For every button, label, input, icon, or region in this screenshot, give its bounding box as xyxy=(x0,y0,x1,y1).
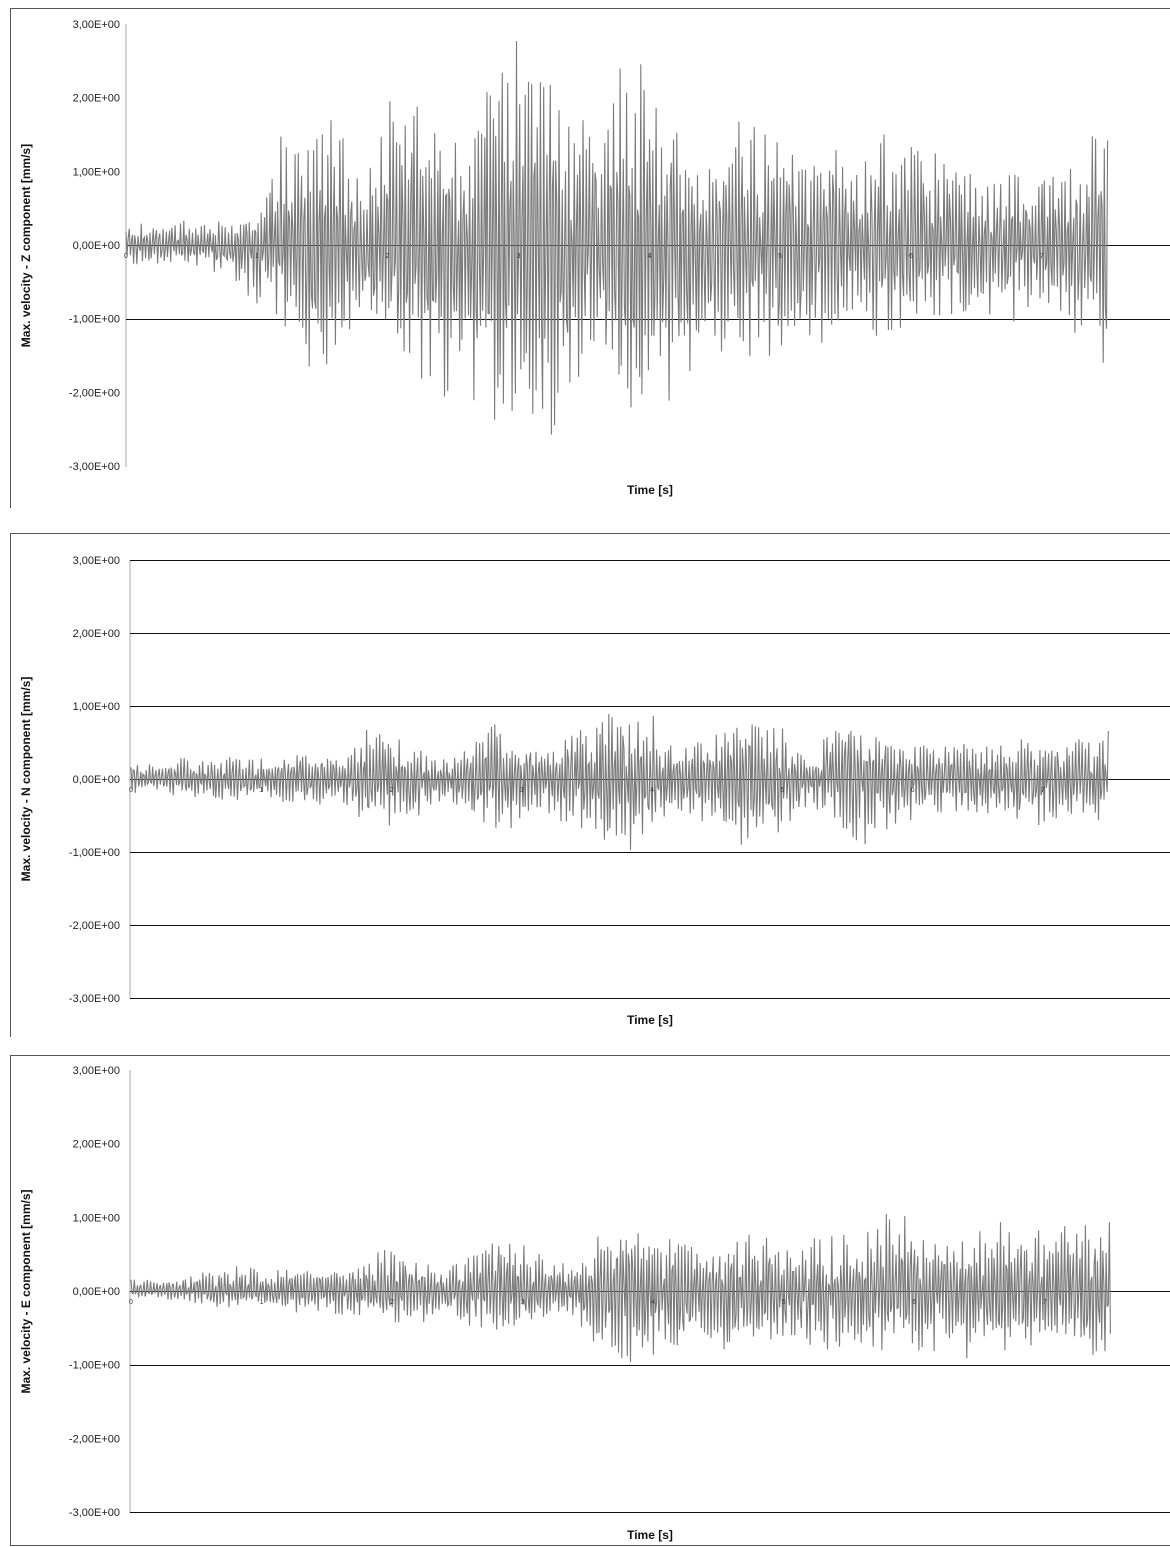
x-tick-label-n: 5 xyxy=(780,787,784,794)
x-tick-label-n: 0 xyxy=(129,787,133,794)
chart-panel-n: 3,00E+00 2,00E+00 1,00E+00 0,00E+00 -1,00E+0… xyxy=(0,525,1170,1037)
y-axis-label-e: Max. velocity - E component [mm/s] xyxy=(19,1189,33,1393)
y-tick-label-z: 2,00E+00 xyxy=(73,93,120,105)
x-tick-label-n: 7 xyxy=(1041,787,1045,794)
chart-frame-e xyxy=(10,1055,1170,1546)
x-tick-label-e: 7 xyxy=(1043,1299,1047,1306)
chart-z-svg: 3,00E+00 2,00E+00 1,00E+00 0,00E+00 -1,00E+0… xyxy=(10,8,1170,508)
y-tick-label-e: -2,00E+00 xyxy=(69,1433,120,1445)
y-tick-label-e: 1,00E+00 xyxy=(73,1212,120,1224)
y-tick-label-z: -3,00E+00 xyxy=(69,461,120,473)
x-tick-label-e: 6 xyxy=(912,1299,916,1306)
chart-frame-n xyxy=(10,533,1170,1037)
x-tick-label-e: 1 xyxy=(260,1299,264,1306)
x-tick-label-e: 2 xyxy=(390,1299,394,1306)
y-tick-label-n: -2,00E+00 xyxy=(69,920,120,932)
x-tick-label-e: 0 xyxy=(129,1299,133,1306)
x-tick-label-n: 6 xyxy=(911,787,915,794)
chart-panel-z: 3,00E+00 2,00E+00 1,00E+00 0,00E+00 -1,00E+0… xyxy=(0,0,1170,508)
x-tick-label-n: 3 xyxy=(520,787,524,794)
x-tick-label-z: 5 xyxy=(778,253,782,260)
x-tick-label-e: 3 xyxy=(521,1299,525,1306)
y-tick-label-z: -1,00E+00 xyxy=(69,314,120,326)
x-tick-label-z: 4 xyxy=(647,253,651,260)
x-tick-label-n: 2 xyxy=(390,787,394,794)
y-tick-label-n: 1,00E+00 xyxy=(73,701,120,713)
y-tick-label-n: -3,00E+00 xyxy=(69,993,120,1005)
x-tick-label-z: 0 xyxy=(124,253,128,260)
series-line-e xyxy=(130,1213,1111,1363)
x-tick-label-z: 3 xyxy=(517,253,521,260)
chart-frame-z xyxy=(10,8,1170,508)
y-tick-label-z: 0,00E+00 xyxy=(73,240,120,252)
y-tick-label-e: 0,00E+00 xyxy=(73,1286,120,1298)
y-tick-label-z: 1,00E+00 xyxy=(73,166,120,178)
y-tick-label-z: 3,00E+00 xyxy=(73,19,120,31)
x-tick-label-n: 1 xyxy=(259,787,263,794)
x-tick-label-e: 5 xyxy=(782,1299,786,1306)
y-tick-label-z: -2,00E+00 xyxy=(69,387,120,399)
y-tick-label-e: 2,00E+00 xyxy=(73,1139,120,1151)
chart-panel-e: 3,00E+00 2,00E+00 1,00E+00 0,00E+00 -1,00E+0… xyxy=(0,1055,1170,1547)
y-tick-label-n: 3,00E+00 xyxy=(73,555,120,567)
x-tick-label-z: 7 xyxy=(1040,253,1044,260)
y-tick-label-n: 2,00E+00 xyxy=(73,628,120,640)
x-axis-label-z: Time [s] xyxy=(627,483,673,497)
x-axis-label-n: Time [s] xyxy=(627,1013,673,1027)
series-line-z xyxy=(125,41,1109,435)
y-tick-label-n: -1,00E+00 xyxy=(69,847,120,859)
y-axis-label-n: Max. velocity - N component [mm/s] xyxy=(19,677,33,882)
y-tick-label-n: 0,00E+00 xyxy=(73,774,120,786)
x-tick-label-e: 4 xyxy=(651,1299,655,1306)
y-tick-label-e: -3,00E+00 xyxy=(69,1507,120,1519)
chart-e-svg: 3,00E+00 2,00E+00 1,00E+00 0,00E+00 -1,00E+0… xyxy=(10,1055,1170,1546)
y-axis-label-z: Max. velocity - Z component [mm/s] xyxy=(19,144,33,347)
y-tick-label-e: -1,00E+00 xyxy=(69,1360,120,1372)
x-axis-label-e: Time [s] xyxy=(627,1528,673,1542)
x-tick-label-n: 4 xyxy=(650,787,654,794)
x-tick-label-z: 1 xyxy=(255,253,259,260)
x-tick-label-z: 6 xyxy=(909,253,913,260)
y-tick-label-e: 3,00E+00 xyxy=(73,1065,120,1077)
x-tick-label-z: 2 xyxy=(386,253,390,260)
series-line-n xyxy=(130,713,1109,851)
chart-n-svg: 3,00E+00 2,00E+00 1,00E+00 0,00E+00 -1,00E+0… xyxy=(10,533,1170,1037)
